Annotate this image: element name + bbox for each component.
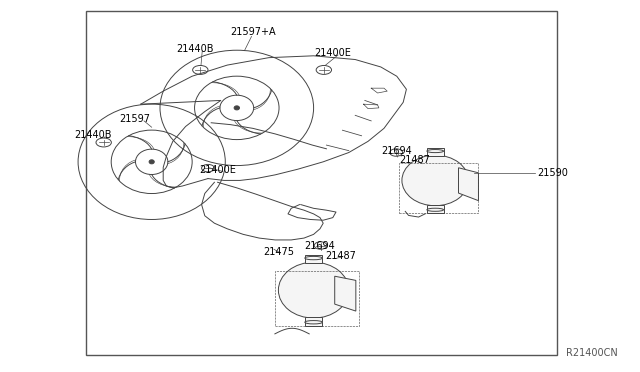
Circle shape xyxy=(96,138,111,147)
Ellipse shape xyxy=(305,256,323,260)
Text: 21597: 21597 xyxy=(119,114,150,124)
Bar xyxy=(86,11,557,355)
Text: 21475: 21475 xyxy=(263,247,294,257)
Text: 21400E: 21400E xyxy=(199,165,236,175)
Bar xyxy=(427,148,444,156)
Ellipse shape xyxy=(234,106,239,110)
Ellipse shape xyxy=(427,208,444,211)
Circle shape xyxy=(390,149,403,156)
Text: 21487: 21487 xyxy=(399,155,430,165)
Text: 21694: 21694 xyxy=(305,241,335,250)
Text: 21487: 21487 xyxy=(326,251,356,260)
Circle shape xyxy=(193,65,208,74)
Ellipse shape xyxy=(427,150,444,153)
Bar xyxy=(305,317,323,326)
Circle shape xyxy=(202,164,214,172)
Circle shape xyxy=(314,242,327,249)
Text: 21440B: 21440B xyxy=(74,130,111,140)
Text: 21400E: 21400E xyxy=(314,48,351,58)
Ellipse shape xyxy=(149,160,154,164)
Text: 21590: 21590 xyxy=(538,168,568,178)
Bar xyxy=(427,205,444,213)
Ellipse shape xyxy=(402,155,468,206)
Ellipse shape xyxy=(278,262,349,318)
Text: 21694: 21694 xyxy=(381,147,412,156)
Polygon shape xyxy=(335,276,356,311)
Circle shape xyxy=(316,65,332,74)
Ellipse shape xyxy=(305,321,323,324)
Bar xyxy=(275,271,360,327)
Text: 21597+A: 21597+A xyxy=(230,27,276,36)
Bar xyxy=(399,163,479,213)
Text: 21440B: 21440B xyxy=(177,44,214,54)
Polygon shape xyxy=(458,168,479,201)
Text: R21400CN: R21400CN xyxy=(566,348,618,358)
Bar xyxy=(305,254,323,263)
